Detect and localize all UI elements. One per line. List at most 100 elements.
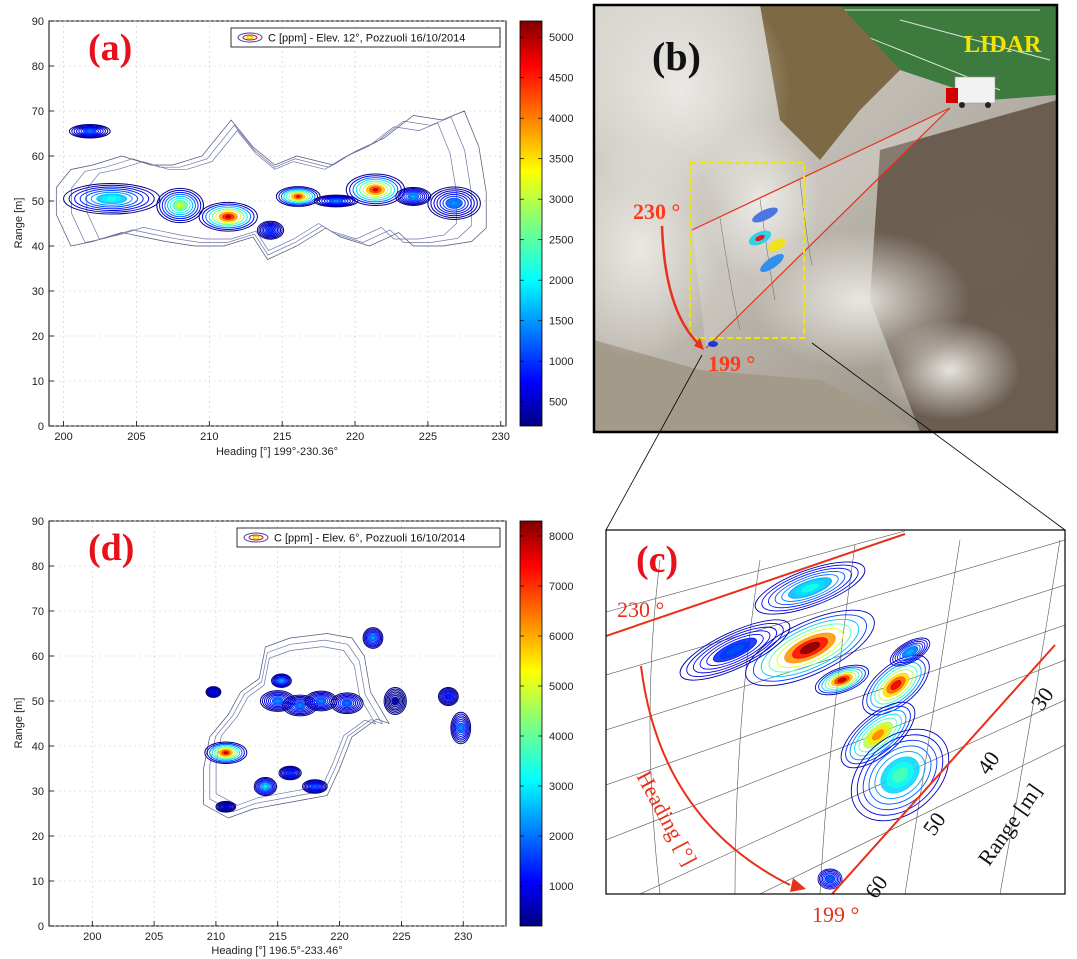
contour-level <box>456 720 466 736</box>
heading-arrow <box>660 225 703 348</box>
contour-features-a <box>63 124 481 240</box>
zoom-edge-199 <box>831 644 1056 894</box>
contour-blob <box>63 182 161 215</box>
photo-panel: 230 ° 199 ° LIDAR (b) <box>592 3 1059 434</box>
contour-blob <box>313 194 359 208</box>
contour-level <box>288 771 292 775</box>
colorbar-tick-label: 1500 <box>549 316 573 328</box>
contour-level <box>389 694 401 708</box>
contour-level <box>263 785 267 788</box>
contour-level <box>307 782 323 791</box>
zoom-contour-level <box>686 623 784 677</box>
zoom-contour-blob <box>745 609 875 687</box>
zoom-contour-level <box>874 750 926 800</box>
zoom-contour-blob <box>862 654 930 716</box>
plume-blob <box>708 341 718 347</box>
contour-blob <box>205 686 222 698</box>
contour-level <box>284 769 296 777</box>
contour-level <box>443 692 454 701</box>
y-tick-label: 60 <box>32 651 44 663</box>
contour-level <box>285 190 311 203</box>
panel-label-d: (d) <box>88 527 134 569</box>
zoom-contour-blob <box>814 664 870 696</box>
contour-level <box>261 691 294 711</box>
contour-level <box>269 696 286 706</box>
contour-level <box>333 200 339 202</box>
contour-level <box>107 197 117 201</box>
scan-edge-199 <box>705 107 951 349</box>
contour-level <box>387 691 404 711</box>
contour-level <box>206 686 221 698</box>
zoom-panel: (c) 230 ° 199 ° Heading [°] Range [m] 30… <box>605 529 1066 927</box>
contour-level <box>205 205 252 229</box>
radial-line <box>606 584 1065 731</box>
contour-level <box>259 222 282 238</box>
zoom-contour-blob <box>889 637 931 667</box>
contour-level <box>440 689 457 704</box>
contour-level <box>313 194 359 208</box>
contour-level <box>198 201 258 232</box>
x-tick-label: 215 <box>269 931 287 943</box>
x-tick-label: 220 <box>346 431 364 443</box>
contour-level <box>311 695 331 707</box>
contour-level <box>337 697 357 710</box>
zoom-contour-level <box>799 641 821 655</box>
y-tick-label: 20 <box>32 831 44 843</box>
plume-blob <box>760 253 784 273</box>
zoom-highlight-box <box>689 162 805 339</box>
contour-blob <box>156 187 204 224</box>
contour-outline-ring <box>71 116 472 256</box>
contour-blob <box>271 673 292 688</box>
y-axis-label-d: Range [m] <box>13 698 25 749</box>
contour-level <box>362 182 389 197</box>
colorbar-tick-label: 5000 <box>549 681 573 693</box>
zoom-connector-left <box>605 354 703 531</box>
y-tick-label: 80 <box>32 561 44 573</box>
y-tick-label: 50 <box>32 696 44 708</box>
contour-level <box>368 633 378 643</box>
contour-level <box>355 178 396 201</box>
contour-level <box>272 674 291 688</box>
contour-level <box>283 768 297 778</box>
zoom-contour-level <box>892 639 928 665</box>
contour-level <box>223 751 228 755</box>
legend-label-a: C [ppm] - Elev. 12°, Pozzuoli 16/10/2014 <box>268 33 465 45</box>
contour-level <box>209 689 218 695</box>
contour-blob <box>301 779 328 794</box>
contour-level <box>401 190 426 203</box>
contour-blob <box>304 690 338 712</box>
contour-level <box>279 766 301 780</box>
contour-level <box>433 190 475 217</box>
colorbar-tick-label: 4500 <box>549 73 573 85</box>
contour-level <box>80 127 99 135</box>
contour-level <box>383 687 407 715</box>
contour-outline-ring <box>203 633 390 819</box>
legend-box-d: C [ppm] - Elev. 6°, Pozzuoli 16/10/2014 <box>236 527 501 548</box>
plume-blob <box>752 207 778 223</box>
y-tick-label: 80 <box>32 61 44 73</box>
court-line <box>899 19 1051 61</box>
zoom-contour-level <box>726 645 744 655</box>
zoom-contour-level <box>862 654 930 716</box>
contour-level <box>367 631 379 645</box>
zoom-contour-level <box>890 680 902 690</box>
contour-level <box>276 677 287 685</box>
y-axis-label-a: Range [m] <box>13 198 25 249</box>
colorbar-tick-label: 2500 <box>549 235 573 247</box>
range-arc <box>734 559 761 894</box>
contour-level <box>215 210 242 224</box>
zoom-contour-level <box>872 729 884 741</box>
contour-blob <box>330 692 364 715</box>
colorbar-tick-label: 3000 <box>549 781 573 793</box>
contour-level <box>326 198 346 204</box>
contour-blob <box>215 800 237 813</box>
contour-level <box>224 805 228 808</box>
zoom-contour-level <box>776 628 844 668</box>
panel-label-b: (b) <box>652 34 701 79</box>
contour-level <box>68 184 155 213</box>
contour-outline-d <box>203 633 390 819</box>
scan-arc <box>719 217 741 331</box>
y-tick-label: 70 <box>32 606 44 618</box>
axis-ticks-d: 200 205 210 215 220 225 230 0 10 20 30 40 50 60 70 80 90 <box>32 516 473 943</box>
